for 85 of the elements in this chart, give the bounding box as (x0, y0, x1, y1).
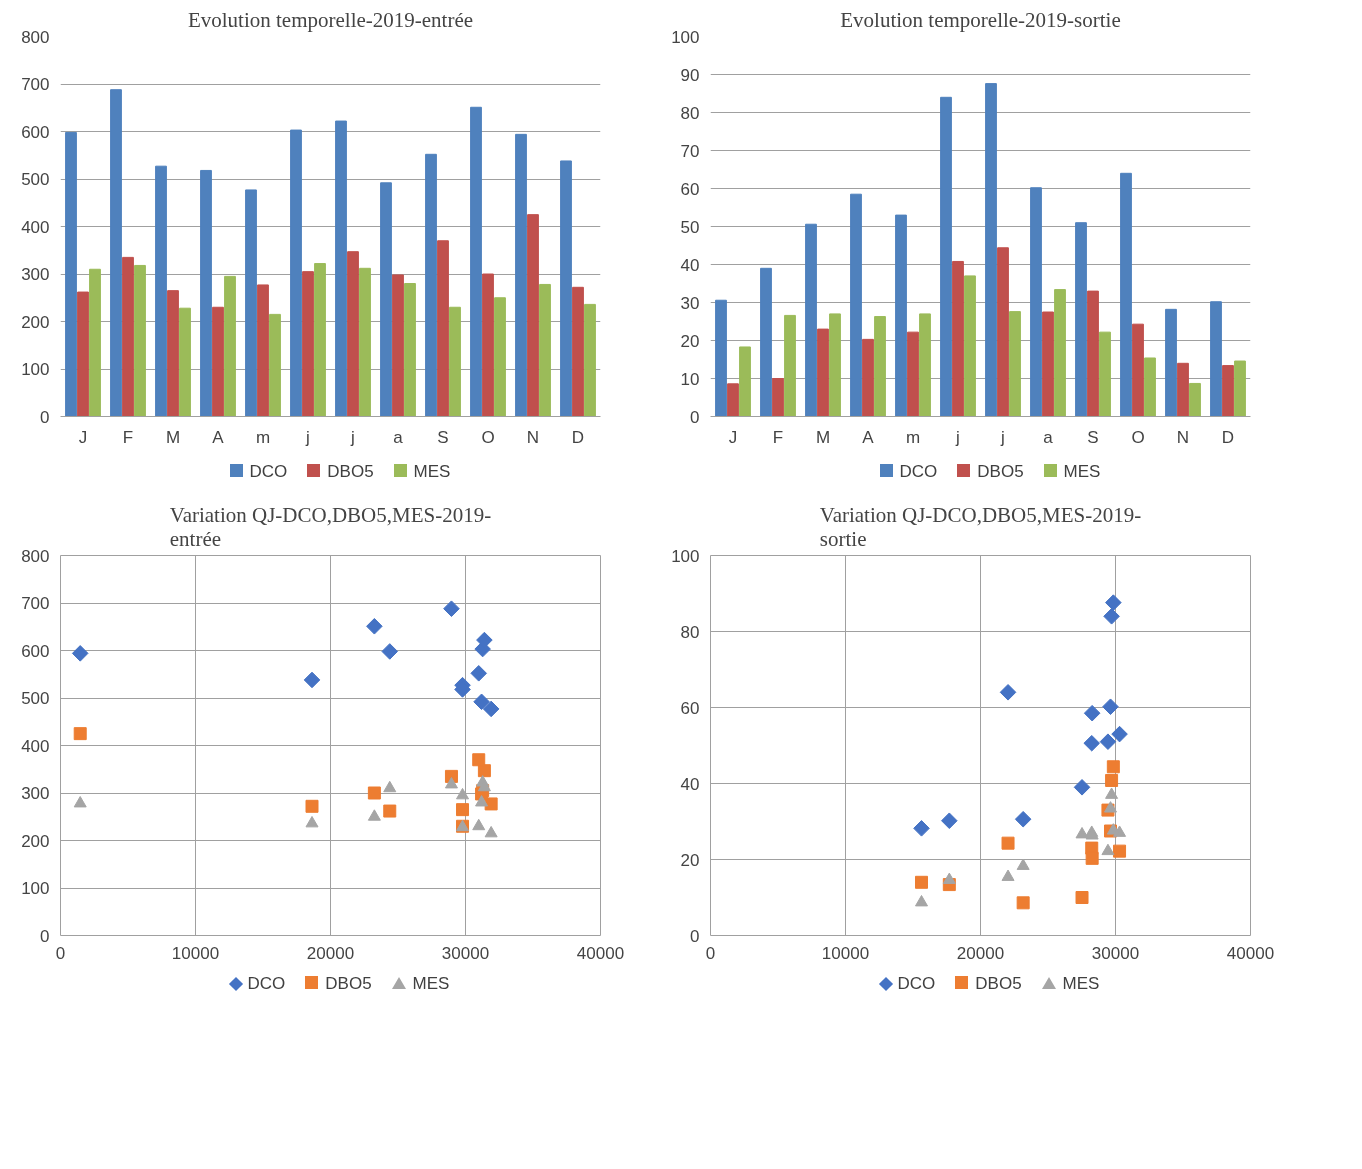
x-tick-label: N (526, 427, 540, 447)
x-tick-label: 30000 (1091, 943, 1140, 963)
x-tick-label: O (1131, 427, 1145, 447)
y-tick-label: 0 (40, 926, 50, 946)
x-tick-label: N (1176, 427, 1190, 447)
x-tick-label: 0 (705, 943, 716, 963)
y-tick-label: 100 (21, 360, 50, 379)
x-tick-label: m (255, 427, 271, 447)
y-tick-label: 60 (680, 179, 700, 199)
x-tick-label: j (955, 427, 960, 447)
legend-label: DCO (249, 461, 288, 481)
legend-label: MES (413, 461, 451, 481)
y-tick-label: 100 (21, 879, 50, 898)
x-tick-label: S (1087, 427, 1099, 447)
y-tick-label: 40 (680, 255, 700, 275)
x-tick-label: 20000 (956, 943, 1005, 963)
x-tick-label: 30000 (441, 943, 490, 963)
y-tick-label: 400 (21, 217, 50, 237)
y-tick-label: 20 (680, 850, 700, 870)
legend-label: MES (1062, 973, 1100, 993)
x-tick-label: 40000 (576, 943, 625, 963)
legend-label: DBO5 (977, 461, 1024, 481)
y-tick-label: 100 (671, 27, 700, 47)
x-tick-label: M (815, 427, 831, 447)
x-tick-label: 20000 (306, 943, 355, 963)
legend-label: DBO5 (327, 461, 374, 481)
x-tick-label: D (571, 427, 585, 447)
y-tick-label: 40 (680, 774, 700, 794)
chart-title: Evolution temporelle-2019-entrée (187, 7, 474, 32)
y-tick-label: 400 (21, 736, 50, 756)
y-tick-label: 20 (680, 331, 700, 351)
x-tick-label: j (350, 427, 355, 447)
x-tick-label: 10000 (171, 943, 220, 963)
legend-label: DCO (899, 461, 938, 481)
legend-label: DCO (897, 973, 936, 993)
x-tick-label: D (1221, 427, 1235, 447)
x-tick-label: O (481, 427, 495, 447)
legend-label: MES (1063, 461, 1101, 481)
y-tick-label: 50 (680, 217, 700, 237)
legend-label: MES (412, 973, 450, 993)
x-tick-label: j (1000, 427, 1005, 447)
x-tick-label: J (78, 427, 88, 447)
x-tick-label: J (728, 427, 738, 447)
x-tick-label: S (437, 427, 449, 447)
y-tick-label: 300 (21, 784, 50, 803)
chart-title: Variation QJ-DCO,DBO5,MES-2019- entrée (169, 502, 492, 551)
y-tick-label: 700 (21, 594, 50, 613)
x-tick-label: 10000 (821, 943, 870, 963)
y-tick-label: 90 (680, 65, 700, 85)
y-tick-label: 800 (21, 27, 50, 47)
y-tick-label: 100 (671, 546, 700, 566)
y-tick-label: 0 (690, 926, 700, 946)
x-tick-label: A (862, 427, 875, 447)
y-tick-label: 500 (21, 689, 50, 708)
chart-title: Variation QJ-DCO,DBO5,MES-2019- sortie (819, 502, 1142, 551)
x-tick-label: j (305, 427, 310, 447)
y-tick-label: 800 (21, 546, 50, 566)
y-tick-label: 600 (21, 122, 50, 142)
y-tick-label: 80 (680, 103, 700, 123)
y-tick-label: 10 (680, 369, 700, 389)
y-tick-label: 30 (680, 293, 700, 313)
x-tick-label: 40000 (1226, 943, 1275, 963)
y-tick-label: 70 (680, 141, 700, 161)
x-tick-label: A (212, 427, 225, 447)
x-tick-label: a (393, 427, 404, 447)
x-tick-label: 0 (55, 943, 66, 963)
y-tick-label: 80 (680, 622, 700, 642)
legend-label: DBO5 (975, 973, 1022, 993)
x-tick-label: M (165, 427, 181, 447)
x-tick-label: F (122, 427, 134, 447)
legend-label: DBO5 (325, 973, 372, 993)
legend-label: DCO (247, 973, 286, 993)
x-tick-label: m (905, 427, 921, 447)
y-tick-label: 200 (21, 831, 50, 851)
y-tick-label: 300 (21, 265, 50, 284)
y-tick-label: 500 (21, 170, 50, 189)
x-tick-label: F (772, 427, 784, 447)
y-tick-label: 700 (21, 75, 50, 94)
y-tick-label: 60 (680, 698, 700, 718)
y-tick-label: 0 (40, 407, 50, 427)
y-tick-label: 600 (21, 641, 50, 661)
chart-title: Evolution temporelle-2019-sortie (840, 7, 1121, 32)
y-tick-label: 0 (690, 407, 700, 427)
y-tick-label: 200 (21, 312, 50, 332)
x-tick-label: a (1043, 427, 1054, 447)
